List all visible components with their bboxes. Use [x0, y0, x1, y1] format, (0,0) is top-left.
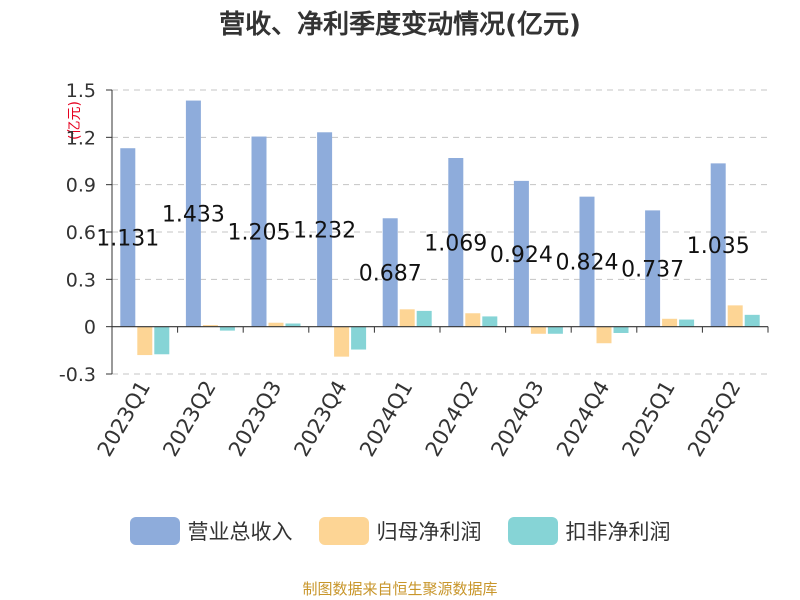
x-tick-label: 2025Q2 — [683, 377, 745, 461]
y-tick-label: -0.3 — [59, 364, 96, 386]
legend-swatch-revenue — [129, 517, 180, 545]
bar-net-profit — [268, 322, 284, 327]
x-tick-label: 2024Q4 — [552, 377, 614, 461]
bar-revenue — [317, 132, 333, 327]
data-label: 1.205 — [228, 221, 291, 246]
bar-revenue — [185, 100, 201, 327]
x-tick-label: 2023Q3 — [224, 377, 286, 461]
bar-deducted-profit — [285, 323, 301, 327]
legend-label-revenue: 营业总收入 — [187, 520, 293, 544]
legend-item-revenue[interactable]: 营业总收入 — [129, 516, 293, 546]
y-tick-label: 1.2 — [66, 127, 96, 149]
legend-item-deducted-profit[interactable]: 扣非净利润 — [507, 516, 671, 546]
x-tick-label: 2023Q4 — [289, 377, 351, 461]
data-label: 0.924 — [490, 243, 553, 268]
bar-net-profit — [137, 326, 153, 356]
bar-net-profit — [399, 309, 415, 327]
bar-revenue — [645, 210, 661, 327]
bar-revenue — [710, 163, 726, 327]
x-tick-label: 2024Q2 — [421, 377, 483, 461]
chart-title: 营收、净利季度变动情况(亿元) — [219, 10, 581, 40]
x-tick-label: 2023Q1 — [93, 377, 155, 461]
bar-net-profit — [596, 326, 612, 344]
data-label: 1.069 — [424, 231, 487, 256]
bar-deducted-profit — [744, 314, 760, 327]
bar-deducted-profit — [219, 326, 235, 331]
bar-deducted-profit — [547, 326, 563, 334]
x-tick-label: 2023Q2 — [158, 377, 220, 461]
bar-deducted-profit — [679, 319, 695, 327]
bar-revenue — [382, 218, 398, 327]
bar-net-profit — [334, 326, 350, 357]
legend-item-net-profit[interactable]: 归母净利润 — [318, 516, 482, 546]
bar-net-profit — [530, 326, 546, 334]
chart-legend: 营业总收入 归母净利润 扣非净利润 — [0, 516, 800, 546]
data-label: 0.737 — [621, 258, 684, 283]
data-source-footer: 制图数据来自恒生聚源数据库 — [302, 580, 498, 598]
y-tick-label: 0.9 — [66, 175, 96, 197]
bar-deducted-profit — [154, 326, 170, 355]
bar-net-profit — [202, 325, 218, 327]
bar-revenue — [448, 158, 464, 327]
data-label: 0.687 — [359, 261, 422, 286]
bar-revenue — [251, 136, 267, 327]
bar-revenue — [120, 148, 136, 327]
legend-label-net-profit: 归母净利润 — [376, 520, 482, 544]
bar-net-profit — [727, 305, 743, 327]
bar-deducted-profit — [613, 326, 629, 333]
data-label: 1.232 — [293, 218, 356, 243]
data-label: 1.433 — [162, 203, 225, 228]
y-tick-label: 0 — [84, 317, 96, 339]
y-tick-label: 0.3 — [66, 269, 96, 291]
x-tick-label: 2024Q3 — [486, 377, 548, 461]
data-label: 0.824 — [556, 251, 619, 276]
legend-swatch-net-profit — [318, 517, 369, 545]
legend-swatch-deducted-profit — [507, 517, 558, 545]
bar-revenue — [579, 196, 595, 327]
bar-net-profit — [662, 318, 678, 327]
x-tick-label: 2025Q1 — [617, 377, 679, 461]
data-label: 1.131 — [96, 226, 159, 251]
data-label: 1.035 — [687, 234, 750, 259]
bar-deducted-profit — [416, 310, 432, 327]
y-tick-label: 0.6 — [66, 222, 96, 244]
bar-revenue — [513, 180, 529, 327]
legend-label-deducted-profit: 扣非净利润 — [565, 520, 671, 544]
y-tick-label: 1.5 — [66, 80, 96, 102]
bar-deducted-profit — [351, 326, 367, 350]
x-tick-label: 2024Q1 — [355, 377, 417, 461]
bar-net-profit — [465, 313, 481, 327]
bar-deducted-profit — [482, 316, 498, 327]
